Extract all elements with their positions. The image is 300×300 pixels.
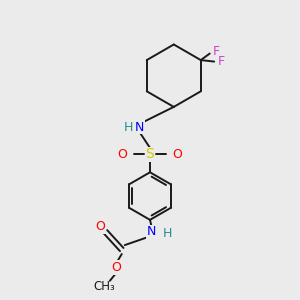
Text: N: N	[135, 121, 144, 134]
Text: O: O	[172, 148, 182, 161]
Text: O: O	[118, 148, 128, 161]
Text: N: N	[147, 225, 156, 238]
Text: O: O	[95, 220, 105, 233]
Text: H: H	[162, 227, 172, 240]
Text: F: F	[218, 55, 225, 68]
Text: CH₃: CH₃	[93, 280, 115, 293]
Text: S: S	[146, 148, 154, 161]
Text: F: F	[213, 45, 220, 58]
Text: O: O	[112, 261, 122, 274]
Text: H: H	[124, 121, 133, 134]
